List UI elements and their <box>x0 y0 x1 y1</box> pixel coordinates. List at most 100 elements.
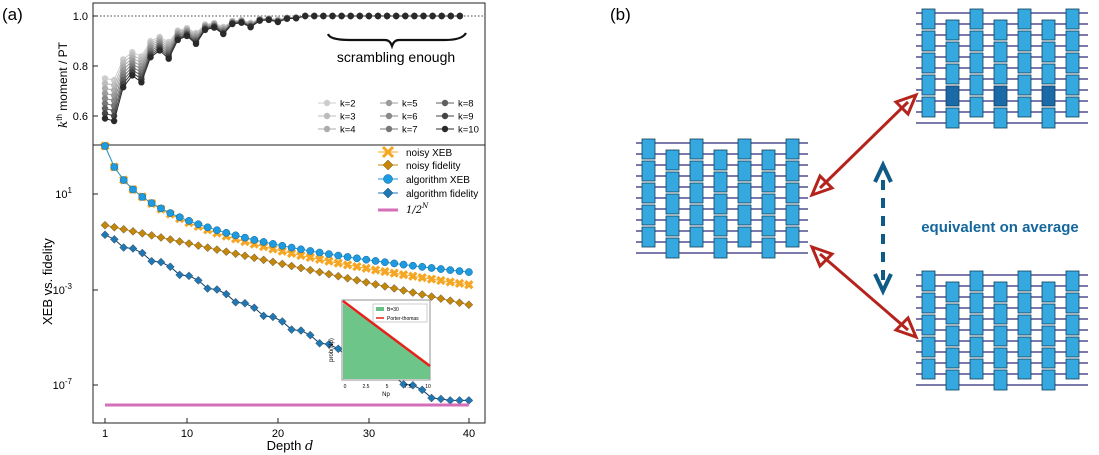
series-k10-point <box>292 15 300 22</box>
noisy-fidelity-point <box>455 298 464 308</box>
top-legend-marker-7 <box>441 112 449 120</box>
upper-right-circuit <box>916 8 1088 129</box>
lower-arrow <box>819 252 909 332</box>
series-k10-point <box>447 12 454 20</box>
top-legend: k=2 k=3 k=4 k=5 k=6 k=7 k=8 k=9 k=10 <box>318 99 479 136</box>
top-legend-marker-8 <box>441 125 449 133</box>
noisy-fidelity-point <box>296 263 306 273</box>
noisy-fidelity-point <box>277 259 287 269</box>
top-legend-marker-4 <box>385 112 393 120</box>
legend-half-n: 1/2N <box>406 202 429 216</box>
two-qubit-gate <box>921 30 936 52</box>
algorithm-xeb-point <box>241 233 249 242</box>
two-qubit-gate <box>1041 107 1056 129</box>
series-k2-point <box>101 75 109 82</box>
series-k10-point <box>138 79 145 86</box>
algorithm-fidelity-point <box>445 396 455 405</box>
top-legend-marker-2 <box>323 125 331 133</box>
noisy-fidelity-point <box>352 275 362 285</box>
algorithm-xeb-point <box>157 204 165 213</box>
algorithm-fidelity-point <box>408 380 418 390</box>
series-k8-point <box>101 105 109 112</box>
noisy-fidelity-point <box>203 243 212 252</box>
two-qubit-gate <box>1017 52 1032 74</box>
noisy-fidelity-point <box>417 290 427 299</box>
algorithm-fidelity-point <box>110 235 119 244</box>
noisy-xeb-point <box>417 273 427 283</box>
series-k10-point <box>420 12 427 20</box>
two-qubit-gate <box>969 8 984 30</box>
two-qubit-gate <box>993 303 1008 325</box>
two-qubit-gate <box>1017 74 1032 96</box>
scrambling-brace <box>326 32 467 50</box>
algorithm-xeb-point <box>315 248 324 257</box>
noisy-fidelity-point <box>427 292 436 301</box>
series-k10-point <box>256 17 263 24</box>
legend-noisy-fidelity-marker <box>382 159 394 171</box>
algorithm-fidelity-point <box>268 312 278 322</box>
lower-right-circuit <box>916 270 1088 391</box>
algorithm-xeb-point <box>362 255 371 264</box>
noisy-xeb-line <box>104 145 469 286</box>
series-k10-point <box>438 12 445 20</box>
two-qubit-gate <box>1041 85 1056 107</box>
top-ytick-06: 0.6 <box>73 111 88 123</box>
two-qubit-gate <box>761 215 776 237</box>
noisy-xeb-point <box>277 246 287 256</box>
two-qubit-gate <box>665 215 680 237</box>
top-ytick-08: 0.8 <box>73 61 88 73</box>
noisy-fidelity-point <box>240 251 250 261</box>
series-k10-point <box>101 115 109 122</box>
two-qubit-gate <box>785 226 800 248</box>
two-qubit-gate <box>945 325 960 347</box>
algorithm-fidelity-point <box>212 285 222 294</box>
xtick-1: 1 <box>102 428 108 440</box>
two-qubit-gate <box>945 85 960 107</box>
series-k6-point <box>101 95 109 102</box>
series-k10-point <box>120 84 127 91</box>
noisy-xeb-point <box>296 250 306 261</box>
series-k10-point <box>456 12 464 20</box>
noisy-fidelity-point <box>212 245 222 254</box>
algorithm-xeb-point <box>446 266 455 274</box>
lower-arrow-head-left <box>809 244 835 269</box>
top-legend-marker-6 <box>441 99 449 107</box>
noisy-xeb-point <box>408 271 418 281</box>
algorithm-xeb-point <box>418 263 427 271</box>
algorithm-xeb-point <box>465 268 473 276</box>
two-qubit-gate <box>921 74 936 96</box>
algorithm-fidelity-point <box>464 396 474 405</box>
panel-b-arrows <box>809 92 919 340</box>
algorithm-fidelity-point <box>324 339 334 349</box>
two-qubit-gate <box>921 52 936 74</box>
bottom-ytick-m7: 10-7 <box>53 377 73 392</box>
noisy-xeb-point <box>389 268 399 278</box>
two-qubit-gate <box>921 96 936 118</box>
noisy-fidelity-point <box>222 247 231 257</box>
two-qubit-gate <box>921 270 936 292</box>
bottom-ytick-1: 101 <box>55 186 72 201</box>
noisy-fidelity-point <box>268 257 278 267</box>
noisy-xeb-point <box>464 280 474 290</box>
top-legend-label-0: k=2 <box>340 99 356 110</box>
two-qubit-gate <box>689 226 704 248</box>
algorithm-fidelity-point <box>100 230 110 240</box>
noisy-xeb-point <box>324 256 334 266</box>
noisy-xeb-point <box>445 277 455 287</box>
two-qubit-gate <box>1017 314 1032 336</box>
series-k10-point <box>320 12 327 20</box>
algorithm-xeb-point <box>306 247 315 255</box>
svg-text:kth moment / PT: kth moment / PT <box>55 41 70 128</box>
inset-legend-b30: B=30 <box>387 307 399 313</box>
noisy-fidelity-point <box>194 241 203 250</box>
two-qubit-gate <box>921 358 936 380</box>
noisy-fidelity-line <box>104 224 469 306</box>
top-legend-label-1: k=3 <box>340 112 356 123</box>
inset-porter-thomas-line <box>342 299 431 368</box>
legend-noisy-fidelity: noisy fidelity <box>406 161 460 172</box>
xtick-10: 10 <box>181 428 193 440</box>
noisy-xeb-point <box>286 248 297 258</box>
inset-plot: B=30 Porter-thomas prob(Np) 0 2.5 5 7.5 … <box>329 299 431 398</box>
two-qubit-gate <box>1017 358 1032 380</box>
noisy-xeb-point <box>370 265 381 275</box>
